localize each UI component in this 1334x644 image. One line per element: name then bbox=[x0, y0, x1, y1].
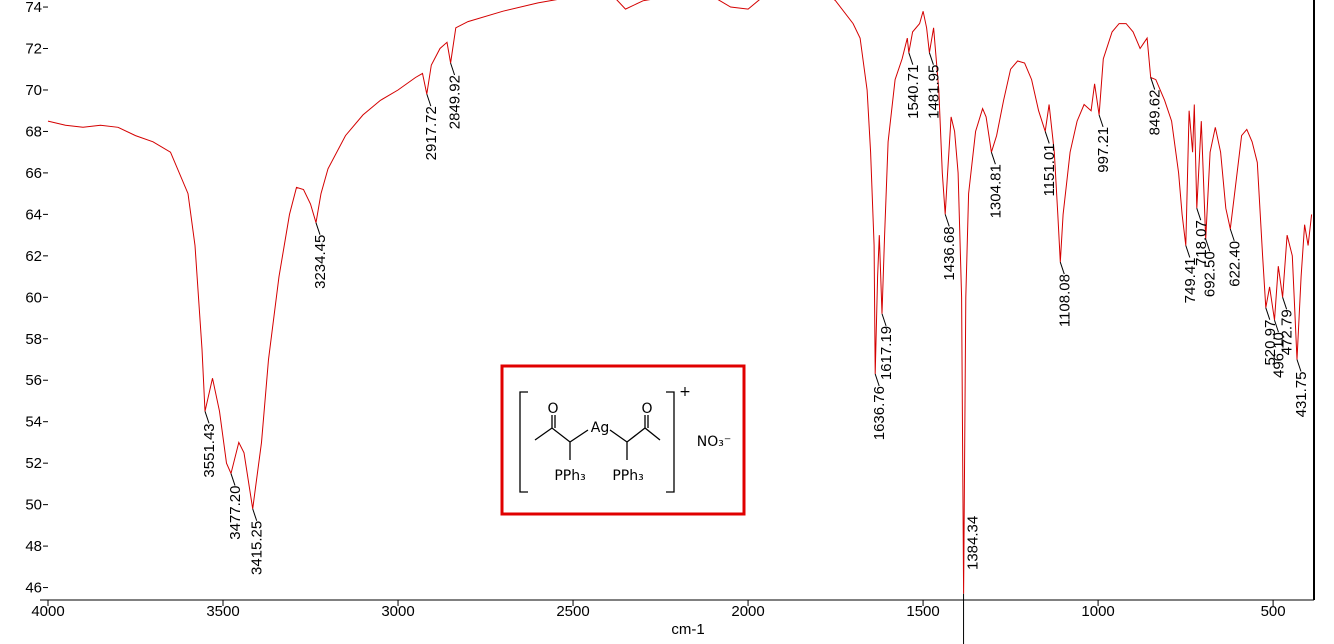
x-tick-label: 500 bbox=[1261, 603, 1286, 620]
x-tick-label: 1500 bbox=[906, 603, 939, 620]
peak-leader bbox=[230, 473, 236, 486]
peak-label: 849.62 bbox=[1147, 90, 1164, 136]
counter-ion: NO₃⁻ bbox=[697, 434, 732, 450]
y-tick-label: 72 bbox=[25, 41, 42, 58]
peak-leader bbox=[1098, 114, 1104, 128]
y-tick-label: 68 bbox=[25, 123, 42, 140]
peak-label: 1481.95 bbox=[925, 65, 942, 119]
peak-label: 496.10 bbox=[1270, 332, 1287, 378]
x-tick-label: 2500 bbox=[556, 603, 589, 620]
peak-label: 2917.72 bbox=[423, 106, 440, 160]
peak-label: 622.40 bbox=[1226, 241, 1243, 287]
peak-leader bbox=[928, 52, 934, 65]
x-tick-label: 4000 bbox=[31, 603, 64, 620]
spectrum-line bbox=[47, 0, 1313, 594]
atom-label: O bbox=[547, 401, 558, 417]
y-tick-label: 62 bbox=[25, 248, 42, 265]
peak-leader bbox=[1044, 131, 1050, 144]
x-tick-label: 3500 bbox=[206, 603, 239, 620]
peak-label: 1151.01 bbox=[1041, 143, 1058, 196]
x-axis-label: cm-1 bbox=[671, 621, 704, 638]
x-tick-label: 3000 bbox=[381, 603, 414, 620]
x-tick-label: 1000 bbox=[1081, 603, 1114, 620]
y-tick-label: 58 bbox=[25, 331, 42, 348]
peak-label: 2849.92 bbox=[447, 75, 464, 129]
peak-leader bbox=[315, 222, 321, 235]
peak-label: 3234.45 bbox=[312, 235, 329, 289]
bracket bbox=[519, 391, 675, 493]
x-tick-label: 2000 bbox=[731, 603, 764, 620]
atom-label: Ag bbox=[591, 420, 609, 436]
atom-label: PPh₃ bbox=[554, 468, 585, 484]
peak-label: 1540.71 bbox=[905, 65, 922, 119]
peak-label: 1617.19 bbox=[878, 326, 895, 380]
peak-label: 472.79 bbox=[1279, 309, 1296, 355]
peak-leader bbox=[908, 52, 914, 65]
peak-label: 1436.68 bbox=[941, 226, 958, 280]
peak-label: 520.97 bbox=[1262, 320, 1279, 366]
peak-leader bbox=[1282, 297, 1288, 310]
peak-label: 1384.34 bbox=[965, 516, 982, 570]
plot-area bbox=[47, 0, 1313, 594]
y-tick-label: 70 bbox=[25, 82, 42, 99]
peak-leader bbox=[1185, 245, 1191, 258]
structure-inset: O O Ag PPh₃ PPh₃ NO₃⁻ + bbox=[500, 364, 746, 516]
y-tick-label: 46 bbox=[25, 580, 42, 597]
y-tick-label: 60 bbox=[25, 289, 42, 306]
peak-leader bbox=[426, 93, 432, 107]
peak-label: 997.21 bbox=[1095, 127, 1112, 173]
y-tick-label: 64 bbox=[25, 206, 42, 223]
peak-label: 1108.08 bbox=[1056, 274, 1073, 327]
peak-leader bbox=[1059, 261, 1065, 275]
peak-label: 692.50 bbox=[1202, 251, 1219, 297]
y-tick-label: 54 bbox=[25, 414, 42, 431]
peak-leader bbox=[204, 411, 210, 424]
peak-label: 749.41 bbox=[1182, 257, 1199, 303]
peak-leader bbox=[944, 214, 950, 227]
peak-leader bbox=[1273, 319, 1279, 333]
atom-label: O bbox=[641, 401, 652, 417]
inset-box bbox=[500, 364, 746, 516]
peak-label: 431.75 bbox=[1293, 372, 1310, 418]
peak-label: 3415.25 bbox=[249, 521, 266, 575]
peak-label: 1304.81 bbox=[987, 164, 1004, 218]
peak-leader bbox=[1205, 239, 1211, 252]
y-tick-label: 48 bbox=[25, 538, 42, 555]
peak-label: 1636.76 bbox=[871, 386, 888, 440]
peak-leader bbox=[252, 508, 258, 521]
y-tick-label: 50 bbox=[25, 497, 42, 514]
peak-leader bbox=[1265, 307, 1271, 320]
y-tick-label: 66 bbox=[25, 165, 42, 182]
bond-lines bbox=[534, 415, 661, 460]
peak-label: 718.07 bbox=[1193, 220, 1210, 266]
peak-leader bbox=[450, 62, 456, 76]
peak-leader bbox=[881, 313, 887, 327]
y-tick-label: 74 bbox=[25, 0, 42, 16]
peak-leader bbox=[990, 152, 996, 165]
peak-leader bbox=[1196, 207, 1202, 221]
y-tick-label: 52 bbox=[25, 455, 42, 472]
atom-label: PPh₃ bbox=[612, 468, 643, 484]
peak-leader bbox=[1296, 359, 1302, 372]
peak-label: 3477.20 bbox=[227, 486, 244, 540]
charge: + bbox=[679, 384, 691, 400]
y-tick-label: 56 bbox=[25, 372, 42, 389]
peak-leader bbox=[1229, 228, 1235, 242]
peak-label: 3551.43 bbox=[201, 423, 218, 477]
peak-leader bbox=[874, 373, 880, 387]
peak-leader bbox=[1150, 77, 1156, 90]
